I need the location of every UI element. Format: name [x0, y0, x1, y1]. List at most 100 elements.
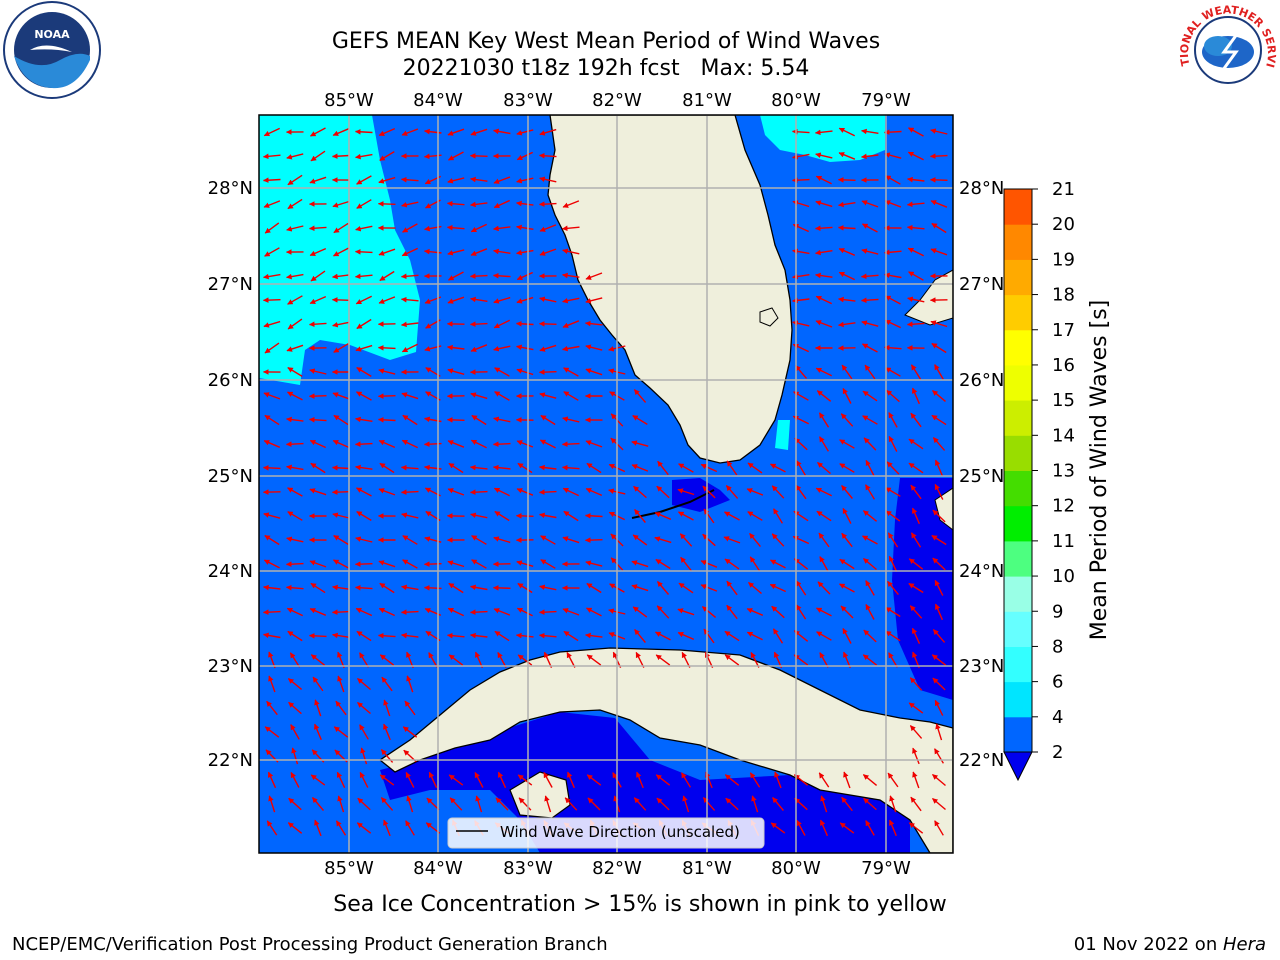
wave-arrow [538, 632, 557, 639]
lat-label-right: 24°N [959, 561, 1004, 582]
wave-arrow [883, 249, 902, 256]
wave-arrow [585, 440, 603, 448]
wave-arrow [631, 440, 649, 447]
lat-label-left: 22°N [208, 750, 253, 771]
wave-arrow [908, 822, 924, 834]
colorbar-tick-label: 17 [1052, 320, 1075, 341]
lon-label-top: 82°W [592, 90, 642, 111]
cyan-zone-small [775, 420, 790, 450]
wave-arrow [634, 509, 646, 523]
wave-arrow [400, 489, 419, 495]
wave-arrow [308, 321, 327, 328]
wave-arrow [286, 416, 304, 423]
wave-arrow [912, 747, 920, 765]
wave-arrow [860, 273, 879, 280]
wave-arrow [931, 654, 947, 666]
wave-arrow [584, 320, 603, 327]
wave-arrow [378, 560, 396, 568]
wave-arrow [402, 726, 418, 738]
wave-arrow [584, 513, 603, 519]
wave-arrow [586, 607, 602, 617]
colorbar-tick-label: 11 [1052, 531, 1075, 552]
wave-arrow [703, 508, 715, 524]
wave-arrow [266, 700, 278, 716]
wave-arrow [355, 225, 373, 232]
wave-arrow [377, 345, 396, 351]
wave-arrow [314, 819, 322, 837]
wave-arrow [263, 512, 281, 519]
wave-arrow [471, 414, 487, 426]
wave-arrow [497, 771, 507, 789]
colorbar-segment [1004, 681, 1032, 718]
map-area [259, 115, 953, 853]
colorbar-segment [1004, 646, 1032, 683]
wave-arrow [331, 465, 350, 471]
wave-arrow [262, 153, 281, 160]
colorbar-segment [1004, 224, 1032, 260]
wave-arrow [493, 319, 511, 329]
wave-arrow [839, 583, 855, 593]
wave-arrow [884, 200, 902, 208]
lon-label-bottom: 84°W [413, 858, 463, 879]
wave-arrow [816, 631, 832, 641]
wave-arrow [539, 392, 557, 399]
svg-text:NOAA: NOAA [34, 28, 70, 41]
wave-arrow [885, 606, 901, 618]
wave-arrow [889, 795, 897, 813]
wave-arrow [291, 747, 299, 765]
wave-arrow [814, 129, 833, 136]
wave-arrow [543, 772, 553, 788]
wave-arrow [264, 414, 280, 426]
wave-arrow [677, 608, 695, 616]
wave-arrow [724, 774, 740, 786]
wave-arrow [862, 510, 878, 522]
wave-arrow [679, 533, 693, 547]
wave-arrow [815, 175, 832, 185]
wave-arrow [492, 585, 511, 591]
wave-arrow [911, 507, 921, 525]
wave-arrow [423, 585, 442, 591]
wave-arrow [633, 797, 647, 811]
wave-arrow [932, 773, 946, 787]
wave-arrow [818, 772, 830, 788]
lat-label-right: 22°N [959, 750, 1004, 771]
wave-arrow [310, 462, 326, 474]
wave-arrow [359, 771, 369, 788]
wave-arrow [654, 536, 672, 544]
wave-arrow [287, 198, 303, 210]
wave-arrow [263, 632, 281, 639]
colorbar-tick-label: 6 [1052, 672, 1063, 693]
wave-arrow [383, 819, 391, 837]
wave-arrow [515, 632, 534, 639]
wave-arrow [815, 249, 833, 256]
wave-arrow [426, 797, 440, 811]
wave-arrow [377, 201, 396, 207]
wave-arrow [333, 222, 349, 234]
wave-arrow [818, 532, 830, 548]
wave-arrow [842, 628, 852, 644]
wave-arrow [400, 273, 419, 280]
wave-arrow [930, 128, 948, 135]
wave-arrow [911, 627, 921, 644]
wave-arrow [423, 561, 442, 567]
wave-arrow [839, 439, 855, 449]
wave-arrow [309, 295, 327, 305]
colorbar-segment [1004, 400, 1032, 436]
wave-arrow [885, 295, 901, 305]
wave-arrow [656, 605, 670, 619]
wave-arrow [493, 199, 510, 209]
wave-arrow [332, 439, 350, 449]
wave-arrow [932, 437, 946, 451]
wave-arrow [539, 439, 556, 449]
wave-arrow [838, 152, 856, 160]
wave-arrow [357, 701, 371, 715]
wave-arrow [495, 797, 509, 811]
wave-arrow [469, 153, 488, 159]
wave-arrow [493, 345, 511, 352]
wave-arrow [263, 320, 281, 328]
wave-arrow [773, 508, 783, 524]
wave-arrow [402, 223, 418, 233]
wave-arrow [724, 630, 740, 642]
wave-arrow [907, 176, 925, 183]
wave-arrow [310, 774, 326, 786]
